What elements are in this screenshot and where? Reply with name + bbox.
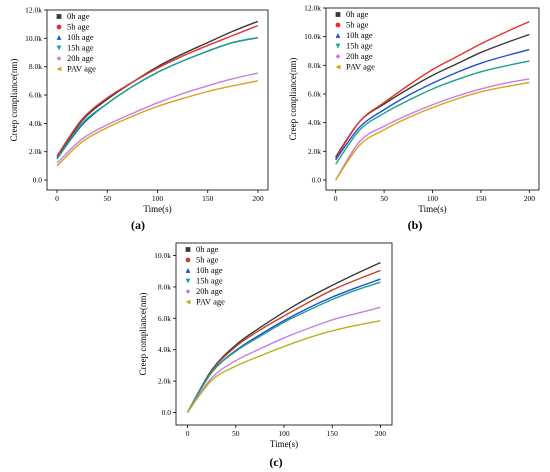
legend-marker-15h-age (335, 43, 341, 49)
y-axis-label: Creep compliance(nm) (138, 293, 148, 376)
y-tick-label: 10.0k (25, 34, 42, 43)
x-axis-label: Time(s) (270, 439, 298, 449)
y-axis-label: Creep compliance(nm) (9, 59, 19, 142)
legend-label: 20h age (196, 286, 223, 296)
series-line-10h-age (335, 48, 530, 161)
y-tick-label: 4.0k (308, 118, 321, 127)
legend-marker-0h-age (185, 247, 191, 252)
y-tick-label: 4.0k (158, 345, 171, 354)
legend-label: 10h age (196, 265, 223, 275)
y-tick-label: 8.0k (29, 62, 42, 71)
x-tick-label: 50 (380, 194, 388, 203)
legend-label: 20h age (67, 53, 94, 63)
legend-label: 5h age (346, 20, 369, 30)
x-tick-label: 200 (524, 194, 536, 203)
legend-label: 15h age (196, 276, 223, 286)
y-tick-label: 2.0k (29, 147, 42, 156)
y-tick-label: 6.0k (308, 89, 321, 98)
legend-label: PAV age (346, 62, 375, 72)
series-line-pav-age (56, 80, 259, 167)
panel-label-c: (c) (269, 455, 282, 469)
y-tick-label: 2.0k (158, 377, 171, 386)
legend-marker-15h-age (185, 278, 191, 284)
y-tick-label: 4.0k (29, 119, 42, 128)
y-axis-label: Creep compliance(nm) (288, 58, 298, 141)
legend-marker-pav-age (185, 299, 191, 305)
series-line-15h-age (56, 36, 259, 160)
legend-label: 15h age (346, 41, 373, 51)
x-tick-label: 100 (152, 194, 164, 203)
y-tick-label: 0.0 (162, 408, 172, 417)
legend-label: 5h age (67, 22, 90, 32)
series-line-0h-age (186, 261, 381, 413)
x-axis-label: Time(s) (143, 204, 171, 214)
legend-marker-pav-age (56, 66, 62, 72)
y-tick-label: 8.0k (158, 282, 171, 291)
legend-marker-pav-age (335, 64, 341, 70)
legend-label: 0h age (67, 11, 90, 21)
legend-label: 0h age (346, 9, 369, 19)
panel-label-b: (b) (408, 218, 423, 232)
legend-marker-5h-age (185, 257, 191, 263)
series-line-pav-age (187, 319, 381, 413)
y-tick-label: 0.0 (33, 176, 43, 185)
x-tick-label: 0 (334, 194, 338, 203)
y-tick-label: 10.0k (154, 251, 171, 260)
y-tick-label: 6.0k (158, 314, 171, 323)
y-tick-label: 12.0k (304, 4, 321, 13)
legend-marker-0h-age (335, 12, 341, 17)
series-line-20h-age (186, 306, 381, 413)
legend-marker-5h-age (335, 22, 341, 28)
legend-label: PAV age (67, 64, 96, 74)
legend-label: 5h age (196, 255, 219, 265)
x-tick-label: 200 (375, 429, 387, 438)
y-tick-label: 10.0k (304, 32, 321, 41)
x-tick-label: 200 (252, 194, 264, 203)
series-line-5h-age (186, 269, 381, 413)
x-tick-label: 50 (232, 429, 240, 438)
x-tick-label: 0 (55, 194, 59, 203)
legend-marker-15h-age (56, 45, 62, 51)
legend-marker-5h-age (56, 24, 62, 30)
series-line-pav-age (335, 81, 530, 181)
y-tick-label: 6.0k (29, 91, 42, 100)
panel-label-a: (a) (131, 218, 145, 232)
legend-marker-20h-age (185, 289, 191, 294)
y-tick-label: 12.0k (25, 6, 42, 15)
x-tick-label: 150 (327, 429, 339, 438)
legend-label: 20h age (346, 51, 373, 61)
y-tick-label: 2.0k (308, 147, 321, 156)
chart-panel-a: 0 50 100 150 200 0.0 2.0k 4.0k 6.0k 8.0k 10.0k 12.0… (9, 6, 269, 214)
legend-label: 10h age (67, 32, 94, 42)
legend-label: 15h age (67, 43, 94, 53)
legend-marker-20h-age (335, 54, 341, 59)
legend-marker-10h-age (56, 35, 62, 40)
series-line-15h-age (186, 281, 381, 413)
legend-label: 0h age (196, 244, 219, 254)
legend-marker-20h-age (56, 56, 62, 61)
x-tick-label: 100 (278, 429, 290, 438)
series-line-5h-age (335, 20, 530, 159)
x-axis-label: Time(s) (418, 204, 446, 214)
x-tick-label: 150 (202, 194, 214, 203)
series-line-20h-age (56, 72, 259, 164)
y-tick-label: 0.0 (312, 175, 322, 184)
x-tick-label: 50 (104, 194, 112, 203)
legend-label: 10h age (346, 30, 373, 40)
series-line-20h-age (335, 78, 530, 181)
x-tick-label: 150 (475, 194, 487, 203)
series-line-5h-age (56, 24, 259, 157)
x-tick-label: 100 (427, 194, 439, 203)
series-line-15h-age (335, 60, 530, 165)
y-tick-label: 8.0k (308, 61, 321, 70)
legend-marker-10h-age (335, 33, 341, 38)
legend-label: PAV age (196, 297, 225, 307)
legend-marker-0h-age (56, 14, 62, 19)
series-line-0h-age (56, 20, 259, 158)
chart-panel-c: 0 50 100 150 200 0.0 2.0k 4.0k 6.0k 8.0k 10.0k Time… (138, 242, 393, 449)
chart-panel-b: 0 50 100 150 200 0.0 2.0k 4.0k 6.0k 8.0k 10.0k 12.0… (288, 4, 540, 214)
x-tick-label: 0 (186, 429, 190, 438)
legend-marker-10h-age (185, 268, 191, 273)
